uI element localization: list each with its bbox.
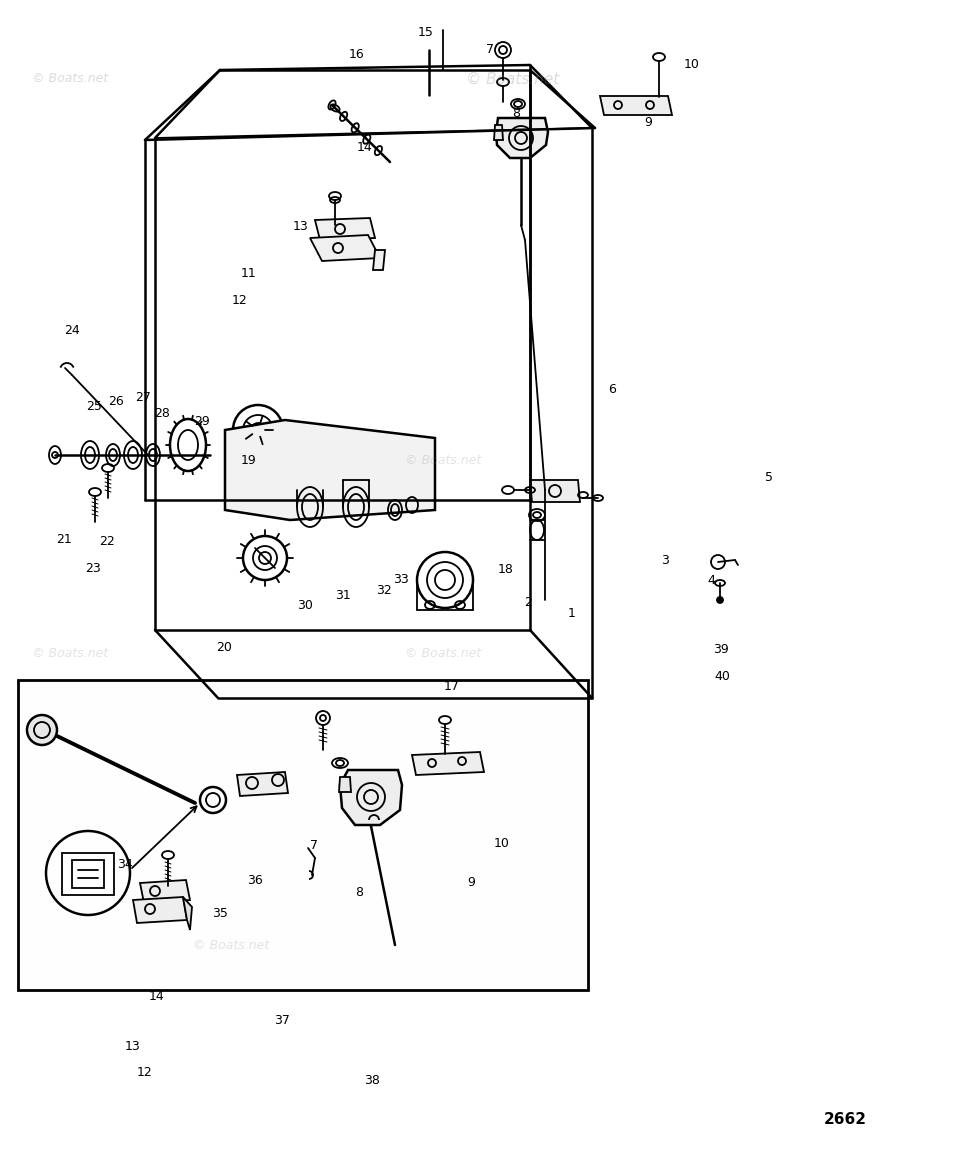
Text: 40: 40 bbox=[714, 669, 730, 683]
Polygon shape bbox=[133, 897, 187, 922]
Text: 28: 28 bbox=[154, 407, 170, 421]
Polygon shape bbox=[600, 96, 672, 114]
Text: © Boats.net: © Boats.net bbox=[405, 647, 481, 660]
Text: 8: 8 bbox=[512, 106, 520, 120]
Text: 22: 22 bbox=[99, 534, 115, 548]
Polygon shape bbox=[373, 250, 385, 271]
Text: 17: 17 bbox=[443, 680, 459, 694]
Text: 39: 39 bbox=[713, 643, 729, 657]
Polygon shape bbox=[237, 772, 288, 796]
Polygon shape bbox=[225, 420, 435, 520]
Text: 38: 38 bbox=[364, 1074, 380, 1088]
Polygon shape bbox=[18, 680, 588, 990]
Text: 2: 2 bbox=[524, 595, 532, 609]
Polygon shape bbox=[310, 235, 380, 261]
Text: © Boats.net: © Boats.net bbox=[466, 72, 559, 87]
Polygon shape bbox=[315, 218, 375, 240]
Text: 33: 33 bbox=[393, 572, 409, 586]
Text: 23: 23 bbox=[85, 562, 100, 576]
Text: 18: 18 bbox=[497, 563, 513, 577]
Text: 1: 1 bbox=[568, 607, 576, 621]
Text: 14: 14 bbox=[357, 141, 372, 155]
Text: 32: 32 bbox=[376, 584, 391, 598]
Text: 13: 13 bbox=[293, 220, 308, 234]
Polygon shape bbox=[340, 770, 402, 825]
Text: 6: 6 bbox=[608, 383, 616, 397]
Text: 16: 16 bbox=[349, 47, 364, 61]
Text: © Boats.net: © Boats.net bbox=[32, 72, 108, 84]
Text: 12: 12 bbox=[137, 1066, 152, 1080]
Text: 19: 19 bbox=[241, 453, 256, 467]
Text: 12: 12 bbox=[231, 294, 247, 307]
Text: 15: 15 bbox=[417, 25, 433, 39]
Polygon shape bbox=[183, 897, 192, 929]
Text: 21: 21 bbox=[56, 533, 71, 547]
Text: 35: 35 bbox=[212, 906, 228, 920]
Text: 5: 5 bbox=[765, 470, 773, 484]
Text: 30: 30 bbox=[297, 599, 312, 613]
Circle shape bbox=[27, 716, 57, 744]
Text: 3: 3 bbox=[661, 554, 669, 568]
Text: 20: 20 bbox=[216, 640, 231, 654]
Text: 14: 14 bbox=[148, 990, 164, 1003]
Text: 36: 36 bbox=[247, 874, 262, 888]
Polygon shape bbox=[62, 853, 114, 895]
Polygon shape bbox=[494, 125, 503, 140]
Text: 8: 8 bbox=[356, 885, 363, 899]
Circle shape bbox=[717, 596, 723, 603]
Text: © Boats.net: © Boats.net bbox=[32, 647, 108, 660]
Text: 31: 31 bbox=[335, 588, 351, 602]
Polygon shape bbox=[412, 753, 484, 775]
Polygon shape bbox=[530, 480, 580, 502]
Text: 10: 10 bbox=[683, 58, 699, 72]
Text: 9: 9 bbox=[468, 875, 475, 889]
Polygon shape bbox=[496, 118, 548, 158]
Text: 9: 9 bbox=[644, 116, 652, 129]
Text: 7: 7 bbox=[310, 838, 318, 852]
Text: 2662: 2662 bbox=[823, 1112, 867, 1127]
Text: 34: 34 bbox=[118, 858, 133, 872]
Text: 25: 25 bbox=[87, 400, 102, 414]
Text: 13: 13 bbox=[125, 1039, 141, 1053]
Text: 26: 26 bbox=[108, 394, 123, 408]
Polygon shape bbox=[339, 777, 351, 792]
Text: © Boats.net: © Boats.net bbox=[193, 939, 269, 951]
Text: 29: 29 bbox=[195, 415, 210, 429]
Text: 24: 24 bbox=[65, 324, 80, 338]
Text: 4: 4 bbox=[708, 573, 715, 587]
Text: 11: 11 bbox=[241, 267, 256, 281]
Text: 37: 37 bbox=[275, 1014, 290, 1028]
Text: 7: 7 bbox=[486, 43, 494, 57]
Text: 10: 10 bbox=[494, 837, 509, 851]
Text: © Boats.net: © Boats.net bbox=[405, 454, 481, 467]
Text: 27: 27 bbox=[135, 391, 150, 405]
Polygon shape bbox=[140, 880, 190, 903]
